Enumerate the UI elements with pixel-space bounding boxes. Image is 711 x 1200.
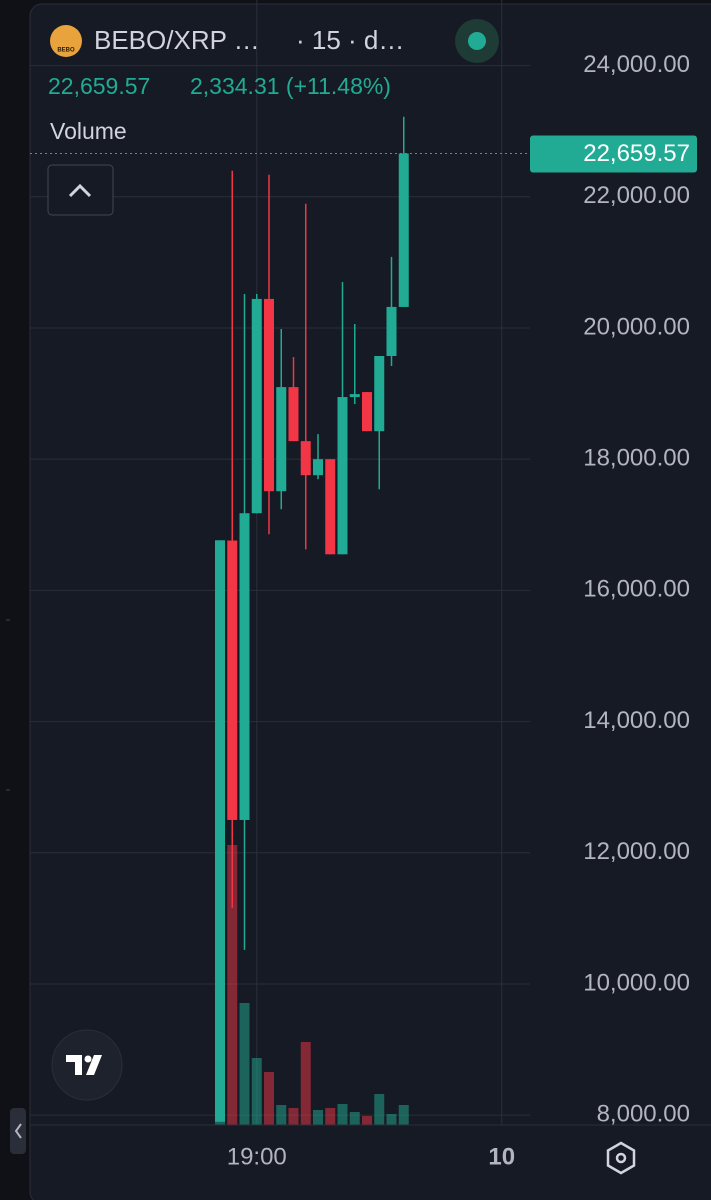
candle-body bbox=[276, 387, 287, 492]
candle-body bbox=[374, 355, 385, 432]
y-tick-label: 16,000.00 bbox=[583, 576, 690, 603]
indicator-label: Volume bbox=[50, 118, 127, 144]
x-tick-label: 19:00 bbox=[227, 1143, 287, 1170]
candle-body bbox=[227, 540, 238, 820]
volume-bar bbox=[325, 1108, 336, 1125]
tv-logo-dot bbox=[84, 1055, 92, 1063]
volume-bar bbox=[337, 1104, 348, 1125]
candle-body bbox=[239, 513, 250, 820]
status-dot bbox=[468, 32, 486, 50]
chevron-up-icon bbox=[68, 183, 92, 198]
symbol-name[interactable]: BEBO/XRP … bbox=[94, 25, 260, 55]
y-tick-label: 12,000.00 bbox=[583, 838, 690, 865]
last-price-header: 22,659.57 bbox=[48, 73, 150, 99]
y-tick-label: 20,000.00 bbox=[583, 313, 690, 340]
settings-button[interactable] bbox=[606, 1141, 636, 1175]
candle-body bbox=[264, 298, 274, 492]
chart-panel bbox=[29, 3, 711, 1200]
last-price-tag bbox=[530, 135, 697, 173]
candle-body bbox=[337, 397, 348, 555]
candle-body bbox=[349, 394, 360, 398]
volume-bar bbox=[251, 1058, 262, 1125]
volume-bar bbox=[362, 1116, 372, 1125]
candle-body bbox=[386, 306, 397, 356]
volume-bar bbox=[386, 1114, 397, 1125]
volume-bar bbox=[349, 1112, 360, 1125]
candle-body bbox=[362, 392, 372, 432]
volume-bar bbox=[227, 845, 238, 1125]
candle-body bbox=[251, 298, 262, 514]
volume-bar bbox=[398, 1105, 409, 1125]
y-tick-label: 22,000.00 bbox=[583, 182, 690, 209]
candle-body bbox=[288, 387, 299, 442]
y-tick-label: 8,000.00 bbox=[597, 1101, 690, 1128]
chevron-left-icon bbox=[14, 1123, 22, 1139]
collapse-button[interactable] bbox=[47, 164, 114, 216]
volume-bar bbox=[374, 1094, 385, 1125]
candle-body bbox=[215, 540, 225, 1122]
volume-bar bbox=[313, 1110, 323, 1125]
candle-body bbox=[300, 441, 311, 476]
volume-bar bbox=[288, 1108, 299, 1125]
volume-bar bbox=[264, 1072, 274, 1125]
interval[interactable]: · 15 · d… bbox=[296, 25, 404, 55]
x-tick-label: 10 bbox=[488, 1143, 515, 1170]
volume-bar bbox=[276, 1105, 287, 1125]
y-tick-label: 10,000.00 bbox=[583, 969, 690, 996]
candle-body bbox=[325, 459, 336, 555]
last-price-label: 22,659.57 bbox=[583, 140, 690, 167]
y-tick-label: 24,000.00 bbox=[583, 51, 690, 78]
tv-logo bbox=[66, 1055, 102, 1075]
collapse-side-handle[interactable] bbox=[10, 1108, 26, 1154]
volume-bar bbox=[239, 1003, 250, 1125]
logo-text: BEBO bbox=[57, 48, 75, 54]
candle-body bbox=[398, 153, 409, 307]
price-change: 2,334.31 (+11.48%) bbox=[190, 73, 391, 99]
plot-area: 8,000.00 10,000.00 12,000.00 14,000.00 16,00… bbox=[30, 0, 697, 1170]
candle-body bbox=[313, 459, 323, 476]
y-tick-label: 18,000.00 bbox=[583, 445, 690, 472]
y-tick-label: 14,000.00 bbox=[583, 707, 690, 734]
symbol-logo bbox=[50, 25, 82, 57]
settings-icon-center bbox=[615, 1152, 627, 1164]
volume-bar bbox=[300, 1042, 311, 1125]
tv-logo-button[interactable] bbox=[51, 1029, 123, 1101]
